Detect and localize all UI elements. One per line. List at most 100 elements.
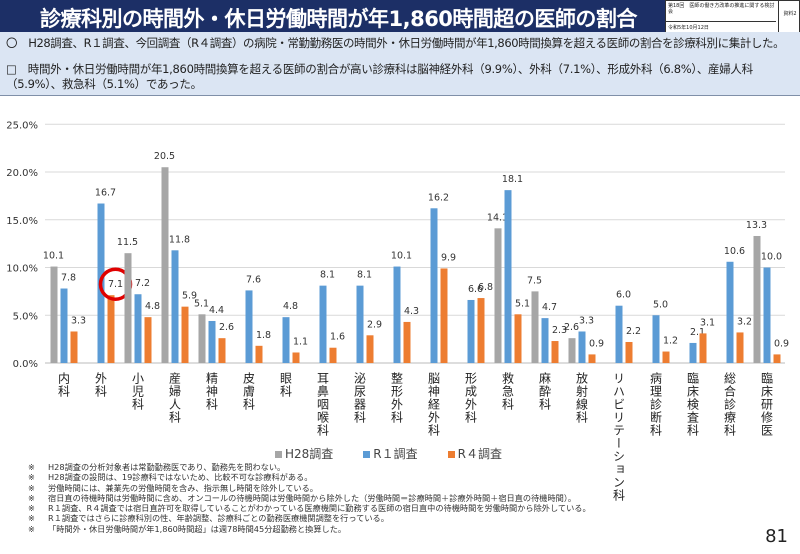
bar-r4: [551, 341, 559, 363]
footnote: ※ 「時間外・休日労働時間が年1,860時間超」は週78時間45分超勤務と換算した…: [28, 524, 591, 534]
footnote-mark: ※: [28, 503, 35, 514]
footnote-text: 「時間外・休日労働時間が年1,860時間超」は週78時間45分超勤務と換算した。: [48, 523, 347, 534]
x-tick-label: 形成外科: [463, 372, 478, 424]
footnote-mark: ※: [28, 482, 35, 493]
footnote-text: 宿日直の待機時間は労働時間に含め、オンコールの待機時間は労働時間から除外した（労…: [48, 492, 577, 503]
x-tick-label: 小児科: [130, 372, 145, 411]
bar-r1: [245, 290, 253, 363]
meeting-name: 第18回 医師の働き方改革の推進に関する検討会: [668, 3, 775, 15]
bar-chart: 0.0% 5.0% 10.0% 15.0% 20.0% 25.0% 10.1 7.8 3.3 16…: [6, 120, 789, 370]
bar-r4: [218, 338, 226, 363]
data-label: 6.6: [468, 284, 483, 295]
data-label: 4.4: [209, 305, 224, 316]
data-label: 10.6: [724, 246, 745, 257]
legend: H28調査 R１調査 R４調査: [275, 445, 532, 462]
data-label: 1.6: [330, 332, 345, 343]
x-tick-label: 臨床研修医: [759, 372, 774, 437]
bar-r4: [736, 332, 744, 363]
x-tick-label: 精神科: [204, 372, 219, 411]
footnote-mark: ※: [28, 462, 35, 472]
bar-r1: [763, 267, 771, 363]
data-label: 9.9: [441, 252, 456, 263]
legend-label: R４調査: [457, 447, 502, 461]
bar-r4: [514, 314, 522, 363]
data-label: 13.3: [746, 220, 767, 231]
data-label: 0.9: [589, 338, 604, 349]
document-meta-box: 第18回 医師の働き方改革の推進に関する検討会 令和5年10月12日 資料2: [665, 0, 800, 35]
bar-h28: [494, 228, 502, 363]
footnote-text: H28調査の分析対象者は常勤勤務医であり、勤務先を問わない。: [48, 462, 286, 472]
bar-h28: [198, 314, 206, 363]
x-tick-label: 産婦人科: [167, 372, 182, 424]
data-label: 6.8: [478, 282, 493, 293]
x-tick-label: 総合診療科: [722, 372, 737, 437]
bar-r1: [689, 342, 697, 363]
data-label: 20.5: [154, 151, 175, 162]
data-label: 10.1: [391, 251, 412, 262]
legend-item: R４調査: [447, 445, 502, 462]
footnote: ※ H28調査の分析対象者は常勤勤務医であり、勤務先を問わない。: [28, 462, 591, 472]
data-label: 16.2: [428, 192, 449, 203]
y-tick-label: 10.0%: [6, 264, 38, 275]
data-label: 5.1: [194, 298, 209, 309]
legend-label: H28調査: [285, 447, 334, 461]
data-label: 7.8: [61, 273, 76, 284]
y-tick-label: 20.0%: [6, 168, 38, 179]
footnote-text: H28調査の設問は、19診療科ではないため、比較不可な診療科がある。: [48, 472, 313, 483]
data-label: 4.3: [404, 306, 419, 317]
bar-h28: [161, 167, 169, 363]
footnote-text: R１調査ではさらに診療科別の性、年齢調整、診療科ごとの勤務医療機関調整を行ってい…: [48, 513, 389, 524]
x-tick-label: 整形外科: [389, 372, 404, 424]
bar-r1: [541, 318, 549, 363]
bar-r1: [171, 250, 179, 363]
x-tick-label: 病理診断科: [648, 372, 663, 437]
bar-h28: [531, 291, 539, 363]
bar-r1: [393, 266, 401, 363]
bar-r1: [60, 288, 68, 363]
data-label: 2.6: [564, 322, 579, 333]
bar-h28: [124, 253, 132, 363]
bar-r1: [726, 261, 734, 363]
bar-r4: [440, 268, 448, 363]
data-label: 1.1: [293, 336, 308, 347]
data-label: 3.3: [71, 315, 86, 326]
bar-r4: [70, 331, 78, 363]
document-number: 資料2: [778, 1, 800, 35]
data-label: 11.5: [117, 237, 138, 248]
page-title: 診療科別の時間外・休日労働時間が年1,860時間超の医師の割合: [40, 7, 637, 31]
x-tick-label: 皮膚科: [241, 372, 256, 411]
bar-r1: [652, 315, 660, 363]
data-label: 8.1: [320, 270, 335, 281]
data-label: 5.1: [515, 298, 530, 309]
data-label: 2.3: [552, 325, 567, 336]
meeting-date: 令和5年10月12日: [668, 25, 709, 31]
bar-r1: [356, 285, 364, 363]
summary-box: 〇 H28調査、R１調査、今回調査（R４調査）の病院・常勤勤務医の時間外・休日労…: [0, 32, 800, 96]
data-label: 3.3: [579, 315, 594, 326]
footnote-text: R１調査、R４調査では宿日直許可を取得していることがわかっている医療機関に勤務す…: [48, 503, 591, 514]
bar-r1: [319, 285, 327, 363]
bar-r1: [578, 331, 586, 363]
data-label: 14.1: [487, 212, 508, 223]
x-tick-label: 救急科: [500, 372, 515, 411]
y-tick-label: 25.0%: [6, 120, 38, 131]
bar-r4: [625, 341, 633, 363]
x-tick-label: 放射線科: [574, 372, 589, 424]
bar-h28: [568, 338, 576, 363]
legend-swatch: [275, 451, 282, 458]
bar-r4: [773, 354, 781, 363]
data-label: 7.1: [108, 279, 123, 290]
data-label: 2.9: [367, 319, 382, 330]
footnote-mark: ※: [28, 472, 35, 483]
bar-r4: [477, 298, 485, 363]
data-label: 6.0: [616, 290, 631, 301]
footnote: ※ 宿日直の待機時間は労働時間に含め、オンコールの待機時間は労働時間から除外した（…: [28, 493, 591, 503]
x-tick-label: 眼科: [278, 372, 293, 398]
y-tick-label: 0.0%: [13, 359, 38, 370]
bar-r4: [699, 333, 707, 363]
x-tick-label: 麻酔科: [537, 372, 552, 411]
data-label: 7.2: [135, 278, 150, 289]
data-label: 1.2: [663, 336, 678, 347]
data-label: 3.1: [700, 317, 715, 328]
x-tick-label: 臨床検査科: [685, 372, 700, 437]
